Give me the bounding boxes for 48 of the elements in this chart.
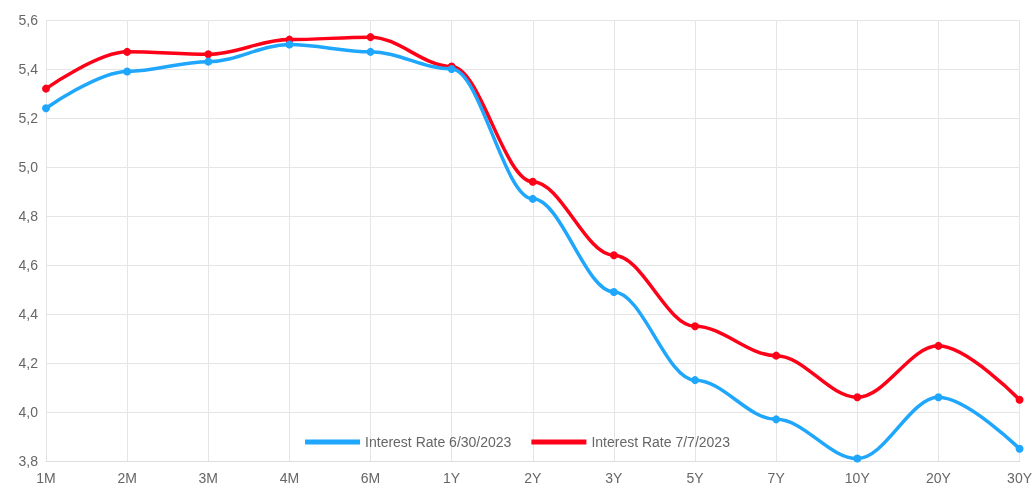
point [772, 351, 781, 360]
y-tick-label: 4,4 [18, 306, 39, 322]
point [934, 393, 943, 402]
point [691, 376, 700, 385]
x-tick-label: 2Y [524, 470, 542, 486]
point [123, 47, 132, 56]
y-tick-label: 3,8 [18, 453, 39, 469]
y-tick-label: 4,0 [18, 404, 39, 420]
y-tick-label: 5,0 [18, 159, 39, 175]
y-tick-label: 4,2 [18, 355, 39, 371]
x-tick-label: 2M [117, 470, 137, 486]
y-tick-label: 5,4 [18, 61, 39, 77]
x-tick-label: 1Y [443, 470, 461, 486]
point [366, 47, 375, 56]
point [609, 251, 618, 260]
x-tick-label: 1M [36, 470, 56, 486]
x-tick-label: 30Y [1007, 470, 1033, 486]
point [123, 67, 132, 76]
y-tick-label: 5,2 [18, 110, 39, 126]
legend-label: Interest Rate 7/7/2023 [591, 434, 731, 450]
y-tick-label: 4,8 [18, 208, 39, 224]
point [772, 415, 781, 424]
point [609, 287, 618, 296]
x-tick-label: 3Y [605, 470, 624, 486]
y-tick-label: 5,6 [18, 12, 39, 28]
point [204, 57, 213, 66]
point [1015, 395, 1024, 404]
point [42, 104, 50, 113]
point [285, 40, 294, 49]
point [853, 393, 862, 402]
y-tick-label: 4,6 [18, 257, 39, 273]
x-tick-label: 6M [360, 470, 381, 486]
point [528, 177, 537, 186]
legend-label: Interest Rate 6/30/2023 [365, 434, 512, 450]
x-tick-label: 7Y [767, 470, 786, 486]
point [204, 50, 213, 59]
point [934, 341, 943, 350]
point [1015, 444, 1024, 453]
x-tick-label: 10Y [844, 470, 871, 486]
point [366, 33, 375, 42]
point [42, 84, 50, 93]
x-tick-label: 3M [198, 470, 218, 486]
point [528, 194, 537, 203]
point [853, 454, 862, 463]
x-tick-label: 20Y [925, 470, 952, 486]
x-tick-label: 4M [279, 470, 300, 486]
x-tick-label: 5Y [686, 470, 705, 486]
point [691, 322, 700, 331]
